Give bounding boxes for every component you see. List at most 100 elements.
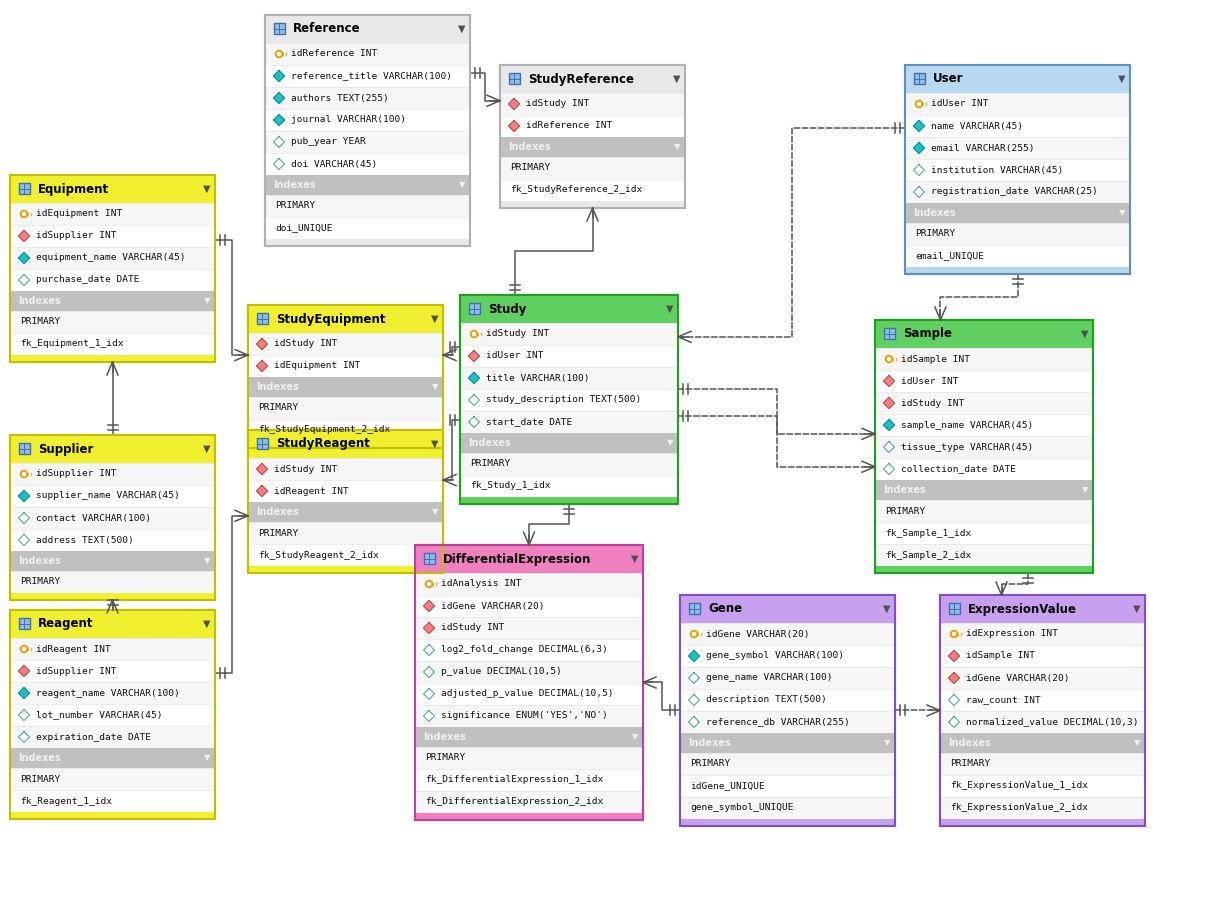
Bar xyxy=(500,201,685,208)
Polygon shape xyxy=(423,666,434,677)
Bar xyxy=(28,213,30,215)
Text: start_date DATE: start_date DATE xyxy=(486,417,573,426)
Bar xyxy=(876,320,1093,573)
Bar xyxy=(10,485,215,507)
Text: collection_date DATE: collection_date DATE xyxy=(901,465,1017,474)
Bar xyxy=(248,522,443,544)
Bar xyxy=(680,711,895,733)
Text: Gene: Gene xyxy=(708,603,742,615)
Bar xyxy=(940,775,1145,797)
Text: User: User xyxy=(933,72,963,86)
Polygon shape xyxy=(688,695,699,706)
Bar xyxy=(940,595,1145,826)
Text: PRIMARY: PRIMARY xyxy=(258,404,298,413)
Text: Indexes: Indexes xyxy=(468,438,511,448)
Bar xyxy=(905,223,1130,245)
Bar xyxy=(500,137,685,157)
Text: ▼: ▼ xyxy=(883,604,891,614)
Bar xyxy=(10,333,215,355)
Text: fk_DifferentialExpression_2_idx: fk_DifferentialExpression_2_idx xyxy=(426,797,603,806)
Text: idSample INT: idSample INT xyxy=(901,354,970,363)
Text: idStudy INT: idStudy INT xyxy=(274,340,337,349)
Text: idStudy INT: idStudy INT xyxy=(527,100,590,109)
Bar xyxy=(940,595,1145,623)
Text: doi VARCHAR(45): doi VARCHAR(45) xyxy=(291,160,377,169)
Text: idEquipment INT: idEquipment INT xyxy=(274,362,360,371)
Bar xyxy=(10,571,215,593)
Polygon shape xyxy=(468,394,479,405)
Text: fk_Equipment_1_idx: fk_Equipment_1_idx xyxy=(19,340,124,349)
Text: idEquipment INT: idEquipment INT xyxy=(36,209,123,218)
Bar xyxy=(500,65,685,208)
Text: gene_symbol VARCHAR(100): gene_symbol VARCHAR(100) xyxy=(706,652,844,660)
Bar xyxy=(10,175,215,362)
Bar xyxy=(10,682,215,704)
Bar xyxy=(500,65,685,93)
Bar xyxy=(10,175,215,203)
Bar xyxy=(940,595,1145,826)
Bar xyxy=(248,397,443,419)
Bar xyxy=(10,593,215,600)
Bar xyxy=(10,175,215,362)
Bar xyxy=(10,638,215,660)
Bar xyxy=(940,819,1145,826)
Text: ▼: ▼ xyxy=(204,753,210,762)
Text: fk_Reagent_1_idx: fk_Reagent_1_idx xyxy=(19,796,112,805)
Text: Reference: Reference xyxy=(293,23,361,36)
Bar xyxy=(680,595,895,826)
Bar xyxy=(680,775,895,797)
Bar xyxy=(10,726,215,748)
Text: study_description TEXT(500): study_description TEXT(500) xyxy=(486,395,641,404)
Bar xyxy=(905,115,1130,137)
Bar xyxy=(248,305,443,448)
Polygon shape xyxy=(274,159,285,170)
Bar xyxy=(257,313,268,324)
Text: PRIMARY: PRIMARY xyxy=(510,163,551,173)
Text: Supplier: Supplier xyxy=(38,443,94,456)
Text: idAnalysis INT: idAnalysis INT xyxy=(441,580,522,589)
Text: idSupplier INT: idSupplier INT xyxy=(36,232,117,240)
Polygon shape xyxy=(274,114,285,125)
Bar xyxy=(248,430,443,573)
Text: title VARCHAR(100): title VARCHAR(100) xyxy=(486,373,590,383)
Text: idStudy INT: idStudy INT xyxy=(901,398,964,407)
Polygon shape xyxy=(423,645,434,656)
Bar xyxy=(948,603,959,614)
Text: ▼: ▼ xyxy=(666,304,674,314)
Bar xyxy=(696,633,700,635)
Bar xyxy=(18,618,29,629)
Text: StudyEquipment: StudyEquipment xyxy=(276,312,385,326)
Bar xyxy=(500,179,685,201)
Text: registration_date VARCHAR(25): registration_date VARCHAR(25) xyxy=(931,187,1098,196)
Polygon shape xyxy=(18,687,29,698)
Bar xyxy=(680,733,895,753)
Text: lot_number VARCHAR(45): lot_number VARCHAR(45) xyxy=(36,710,163,719)
Bar xyxy=(460,323,679,345)
Text: Reagent: Reagent xyxy=(38,617,94,631)
Polygon shape xyxy=(688,673,699,684)
Bar xyxy=(248,355,443,377)
Bar xyxy=(10,311,215,333)
Bar xyxy=(905,93,1130,115)
Bar xyxy=(415,573,643,595)
Text: ▼: ▼ xyxy=(631,554,638,564)
Circle shape xyxy=(471,331,478,338)
Bar xyxy=(415,769,643,791)
Bar xyxy=(891,358,895,361)
Text: idUser INT: idUser INT xyxy=(931,100,989,109)
Text: idReagent INT: idReagent INT xyxy=(36,645,111,654)
Bar xyxy=(876,458,1093,480)
Bar xyxy=(265,175,471,195)
Text: sample_name VARCHAR(45): sample_name VARCHAR(45) xyxy=(901,421,1034,429)
Text: idGene VARCHAR(20): idGene VARCHAR(20) xyxy=(441,602,545,611)
Text: equipment_name VARCHAR(45): equipment_name VARCHAR(45) xyxy=(36,254,186,263)
Text: Indexes: Indexes xyxy=(18,296,61,306)
Text: idUser INT: idUser INT xyxy=(901,376,958,385)
Bar xyxy=(248,305,443,333)
Bar xyxy=(460,389,679,411)
Polygon shape xyxy=(423,710,434,721)
Text: idSupplier INT: idSupplier INT xyxy=(36,666,117,676)
Polygon shape xyxy=(18,731,29,742)
Circle shape xyxy=(917,102,921,106)
Bar xyxy=(248,480,443,502)
